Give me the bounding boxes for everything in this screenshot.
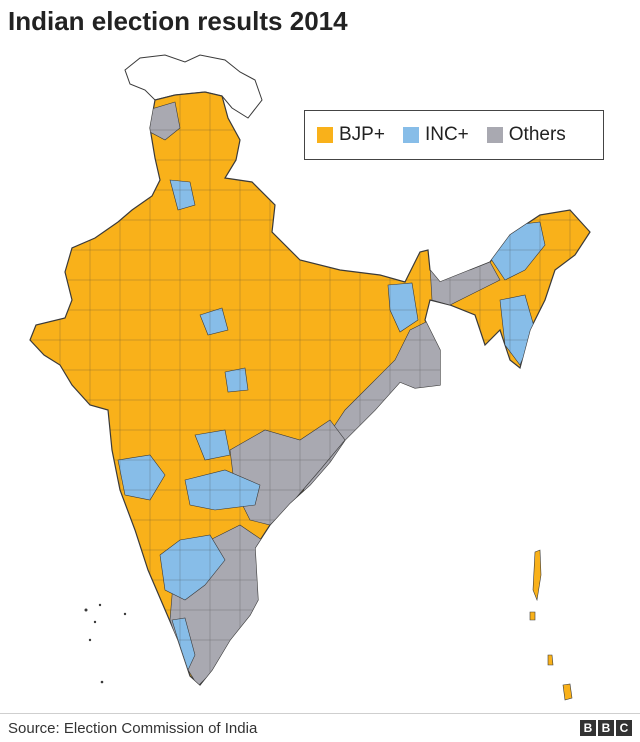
bbc-logo-letter: C bbox=[616, 720, 632, 736]
region-inc-bengal bbox=[387, 282, 419, 333]
map-legend: BJP+ INC+ Others bbox=[304, 110, 604, 160]
india-map bbox=[0, 40, 640, 710]
region-inc-mp-west bbox=[199, 307, 229, 336]
northern-territory-outline bbox=[124, 54, 263, 119]
legend-swatch-others bbox=[486, 127, 503, 143]
legend-item-bjp: BJP+ bbox=[317, 124, 385, 146]
india-outline bbox=[29, 91, 591, 686]
region-inc-kerala bbox=[171, 617, 196, 671]
map-title: Indian election results 2014 bbox=[8, 6, 348, 36]
legend-item-inc: INC+ bbox=[402, 124, 469, 146]
andaman-islands bbox=[529, 549, 573, 701]
bbc-logo-letter: B bbox=[580, 720, 596, 736]
region-inc-karnataka bbox=[159, 534, 226, 601]
legend-item-others: Others bbox=[486, 124, 566, 146]
legend-label-bjp: BJP+ bbox=[339, 124, 385, 145]
legend-label-inc: INC+ bbox=[424, 124, 469, 145]
legend-swatch-inc bbox=[402, 127, 419, 143]
region-inc-maharashtra-west bbox=[117, 454, 166, 501]
lakshadweep-islands bbox=[84, 603, 127, 684]
legend-swatch-bjp bbox=[317, 127, 333, 143]
bbc-logo-letter: B bbox=[598, 720, 614, 736]
region-others-central-east bbox=[229, 419, 346, 526]
source-credit: Source: Election Commission of India bbox=[8, 720, 258, 737]
footer-divider bbox=[0, 713, 640, 714]
region-inc-mp-central bbox=[224, 367, 249, 393]
bbc-logo: B B C bbox=[580, 720, 632, 736]
legend-label-others: Others bbox=[508, 124, 566, 145]
region-inc-haryana bbox=[169, 179, 196, 211]
region-inc-vidarbha bbox=[194, 429, 231, 461]
